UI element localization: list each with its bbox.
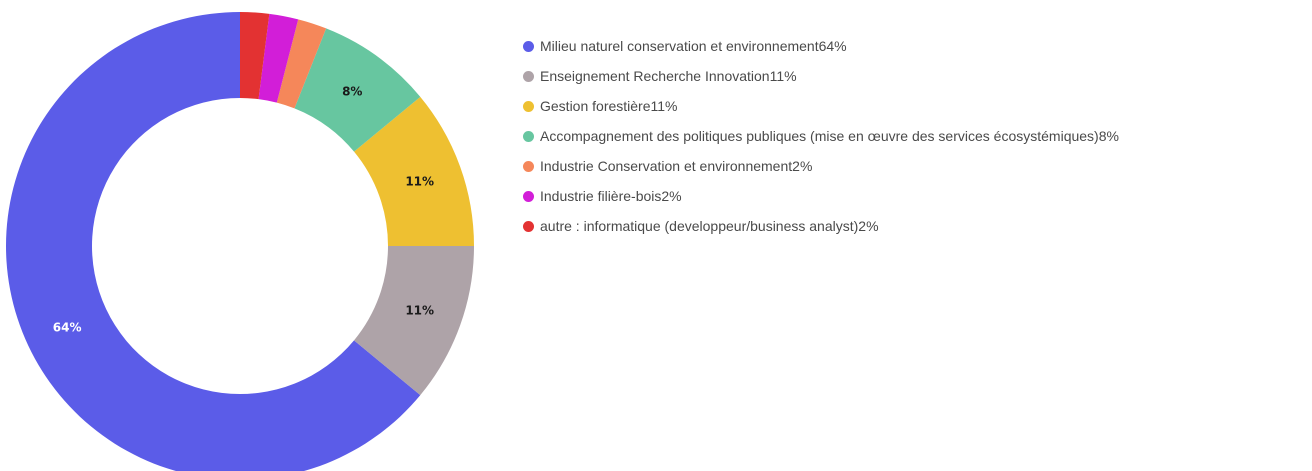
legend-item[interactable]: Milieu naturel conservation et environne… xyxy=(523,31,1119,61)
donut-slice xyxy=(6,12,421,471)
donut-slice xyxy=(258,13,299,103)
donut-slice xyxy=(294,28,421,152)
legend-swatch-icon xyxy=(523,190,534,202)
slice-percent-label: 8% xyxy=(342,84,362,98)
legend-swatch-icon xyxy=(523,100,534,112)
legend-label: Gestion forestière xyxy=(540,98,651,114)
legend-item[interactable]: Gestion forestière 11% xyxy=(523,91,1119,121)
legend-percent: 8% xyxy=(1098,128,1119,144)
legend-label: Industrie filière-bois xyxy=(540,188,662,204)
legend-percent: 2% xyxy=(858,218,879,234)
legend-item[interactable]: Industrie Conservation et environnement … xyxy=(523,151,1119,181)
legend-label: Enseignement Recherche Innovation xyxy=(540,68,770,84)
legend-percent: 2% xyxy=(792,158,813,174)
legend-item[interactable]: autre : informatique (developpeur/busine… xyxy=(523,211,1119,241)
slice-percent-label: 64% xyxy=(53,320,82,334)
legend-label: Milieu naturel conservation et environne… xyxy=(540,38,819,54)
legend-percent: 11% xyxy=(769,68,797,84)
legend-percent: 64% xyxy=(818,38,847,54)
legend-swatch-icon xyxy=(523,70,534,82)
legend-label: Industrie Conservation et environnement xyxy=(540,158,793,174)
slice-percent-label: 11% xyxy=(405,174,434,188)
donut-slice xyxy=(276,19,327,109)
legend-label: autre : informatique (developpeur/busine… xyxy=(540,218,859,234)
donut-chart: 64% 11% 11% 8% xyxy=(6,12,474,471)
legend-item[interactable]: Accompagnement des politiques publiques … xyxy=(523,121,1119,151)
legend-item[interactable]: Industrie filière-bois 2% xyxy=(523,181,1119,211)
slice-percent-label: 11% xyxy=(405,304,434,318)
chart-legend: Milieu naturel conservation et environne… xyxy=(523,31,1119,241)
donut-slice xyxy=(354,96,474,246)
legend-swatch-icon xyxy=(523,130,534,142)
legend-item[interactable]: Enseignement Recherche Innovation 11% xyxy=(523,61,1119,91)
legend-percent: 11% xyxy=(650,98,678,114)
donut-slice xyxy=(354,246,474,396)
donut-slice xyxy=(240,12,270,100)
legend-swatch-icon xyxy=(523,40,534,52)
legend-swatch-icon xyxy=(523,220,534,232)
legend-swatch-icon xyxy=(523,160,534,172)
legend-percent: 2% xyxy=(661,188,682,204)
legend-label: Accompagnement des politiques publiques … xyxy=(540,128,1099,144)
